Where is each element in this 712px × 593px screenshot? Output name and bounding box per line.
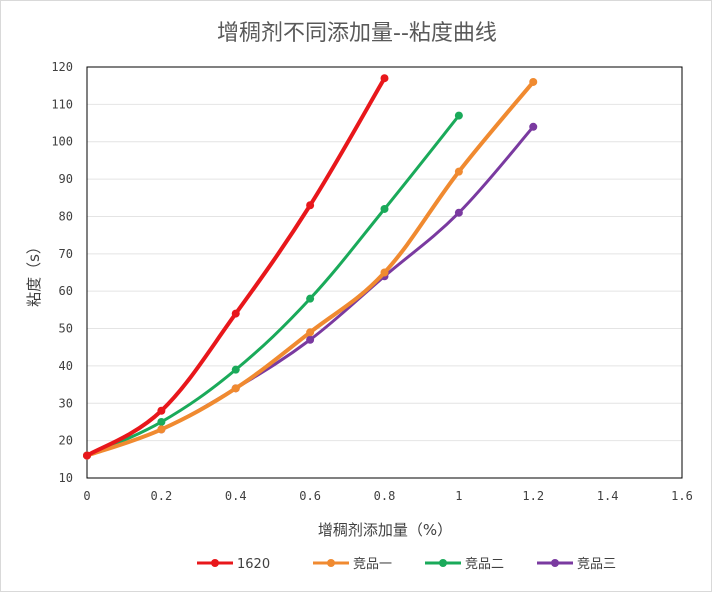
data-point <box>306 328 315 337</box>
data-point <box>83 451 91 460</box>
data-point <box>454 111 463 120</box>
y-tick-label: 30 <box>59 396 73 410</box>
x-tick-label: 0.4 <box>225 489 247 503</box>
series-line-2 <box>85 79 536 458</box>
y-tick-label: 20 <box>59 434 73 448</box>
x-tick-label: 0.2 <box>151 489 173 503</box>
data-point <box>157 406 166 415</box>
data-point <box>380 74 389 83</box>
y-tick-label: 90 <box>59 172 73 186</box>
chart-title: 增稠剂不同添加量--粘度曲线 <box>217 21 497 46</box>
data-point <box>529 77 538 86</box>
y-axis-label: 粘度（s） <box>25 239 43 307</box>
x-tick-label: 1 <box>455 489 462 503</box>
y-tick-label: 80 <box>59 209 73 223</box>
x-tick-label: 1.2 <box>522 489 544 503</box>
y-tick-label: 10 <box>59 471 73 485</box>
x-tick-label: 1.4 <box>597 489 619 503</box>
legend-label: 竞品一 <box>353 556 392 572</box>
grid-lines <box>87 66 682 442</box>
data-point <box>157 425 166 434</box>
x-tick-label: 1.6 <box>671 489 693 503</box>
legend-label: 竞品三 <box>577 556 616 572</box>
y-tick-label: 120 <box>51 60 73 74</box>
legend-swatch-marker <box>327 559 335 567</box>
legend-swatch-marker <box>551 559 559 567</box>
legend-swatch-marker <box>439 559 447 567</box>
data-point <box>454 208 463 217</box>
legend-label: 1620 <box>237 557 270 572</box>
data-point <box>306 335 315 344</box>
x-axis-label: 增稠剂添加量（%） <box>318 521 452 539</box>
legend-label: 竞品二 <box>465 556 504 572</box>
data-point <box>306 294 315 303</box>
series-group <box>83 74 538 460</box>
y-tick-label: 70 <box>59 247 73 261</box>
data-point <box>231 365 240 374</box>
x-tick-label: 0.8 <box>374 489 396 503</box>
data-point <box>231 384 240 393</box>
data-point <box>454 167 463 176</box>
legend: 1620 竞品一 竞品二 竞品三 <box>197 556 616 572</box>
plot-area-border <box>86 66 683 479</box>
data-point <box>231 309 240 318</box>
y-tick-label: 110 <box>51 97 73 111</box>
x-tick-label: 0 <box>83 489 90 503</box>
series-line-3 <box>85 114 461 458</box>
data-point <box>157 417 166 426</box>
data-point <box>306 201 315 210</box>
x-tick-label: 0.6 <box>299 489 321 503</box>
y-tick-label: 50 <box>59 322 73 336</box>
data-point <box>529 122 538 131</box>
y-tick-label: 40 <box>59 359 73 373</box>
data-point <box>380 204 389 213</box>
tick-labels: 10 20 30 40 50 60 70 80 90 100 110 120 0 0.2 0.4 0.6 0.8… <box>51 60 693 503</box>
y-tick-label: 100 <box>51 135 73 149</box>
series-line-1 <box>85 76 387 458</box>
legend-swatch-marker <box>211 559 219 567</box>
y-tick-label: 60 <box>59 284 73 298</box>
data-point <box>380 268 389 277</box>
